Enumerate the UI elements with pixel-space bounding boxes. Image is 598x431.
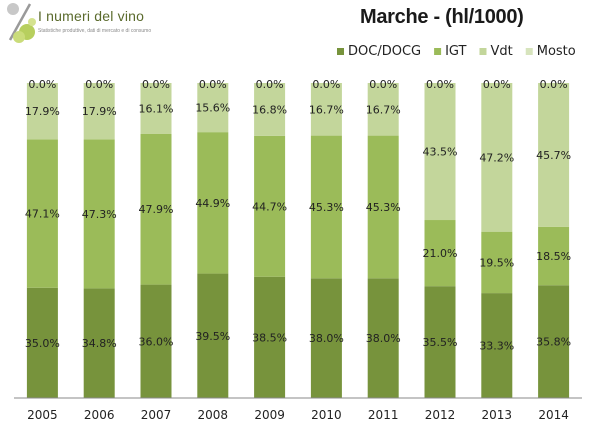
x-tick-label-2010: 2010 [311,408,342,422]
data-label-doc-docg-2008: 39.5% [195,330,230,343]
x-tick-label-2006: 2006 [84,408,115,422]
bar-segment-igt-2010 [310,135,342,279]
x-axis-ticks: 2005 2006 2007 2008 2009 2010 2011 2012 2013 2014 [27,408,569,422]
data-label-vdt-2010: 16.7% [309,103,344,116]
bar-segment-vdt-2010 [310,83,342,136]
data-label-mosto-2014: 0.0% [540,78,568,91]
data-label-mosto-2008: 0.0% [199,78,227,91]
bar-segment-vdt-2013 [481,83,513,232]
legend-label-vdt: Vdt [490,44,512,59]
legend-swatch-doc-docg [337,48,344,55]
data-label-doc-docg-2012: 35.5% [423,336,458,349]
x-tick-label-2012: 2012 [425,408,456,422]
data-label-igt-2012: 21.0% [423,247,458,260]
data-label-igt-2011: 45.3% [366,201,401,214]
legend: DOC/DOCG IGT Vdt Mosto [337,44,576,59]
logo: I numeri del vino Statistiche produttive… [4,0,204,48]
bars [26,83,570,398]
data-label-igt-2009: 44.7% [252,200,287,213]
data-label-vdt-2011: 16.7% [366,103,401,116]
bar-segment-vdt-2009 [254,83,286,136]
data-label-igt-2010: 45.3% [309,201,344,214]
bar-segment-vdt-2012 [424,83,456,221]
data-label-doc-docg-2007: 36.0% [139,335,174,348]
data-labels: 35.0% 47.1% 17.9% 0.0% 34.8% 47.3% 17.9% 0.0% 36… [25,78,571,353]
data-label-igt-2007: 47.9% [139,203,174,216]
bar-segment-vdt-2011 [367,83,399,136]
x-tick-label-2007: 2007 [141,408,172,422]
data-label-vdt-2008: 15.6% [195,102,230,115]
bar-segment-doc-docg-2006 [83,288,115,398]
data-label-igt-2006: 47.3% [82,208,117,221]
bar-segment-doc-docg-2011 [367,278,399,398]
data-label-mosto-2011: 0.0% [369,78,397,91]
bar-segment-vdt-2014 [538,83,570,227]
data-label-doc-docg-2014: 35.8% [536,336,571,349]
bar-segment-doc-docg-2010 [310,278,342,398]
data-label-vdt-2012: 43.5% [423,146,458,159]
legend-label-mosto: Mosto [537,44,576,59]
bar-segment-igt-2006 [83,139,115,289]
bar-segment-igt-2013 [481,231,513,294]
data-label-vdt-2005: 17.9% [25,105,60,118]
data-label-igt-2014: 18.5% [536,250,571,263]
data-label-doc-docg-2011: 38.0% [366,332,401,345]
legend-swatch-mosto [525,48,533,55]
data-label-mosto-2010: 0.0% [312,78,340,91]
bar-segment-vdt-2008 [197,83,229,133]
data-label-igt-2013: 19.5% [479,256,514,269]
legend-label-igt: IGT [445,44,466,59]
bar-segment-doc-docg-2009 [254,276,286,398]
data-label-mosto-2007: 0.0% [142,78,170,91]
bar-segment-igt-2014 [538,226,570,286]
legend-label-doc-docg: DOC/DOCG [348,44,421,59]
bar-segment-doc-docg-2012 [424,286,456,398]
data-label-vdt-2014: 45.7% [536,149,571,162]
data-label-doc-docg-2013: 33.3% [479,340,514,353]
chart-title: Marche - (hl/1000) [360,6,524,28]
data-label-vdt-2006: 17.9% [82,105,117,118]
bar-segment-igt-2008 [197,132,229,274]
data-label-doc-docg-2006: 34.8% [82,337,117,350]
data-label-vdt-2013: 47.2% [479,151,514,164]
bar-segment-igt-2012 [424,220,456,287]
data-label-igt-2008: 44.9% [195,197,230,210]
data-label-mosto-2012: 0.0% [426,78,454,91]
bar-segment-doc-docg-2014 [538,285,570,398]
data-label-vdt-2009: 16.8% [252,103,287,116]
x-tick-label-2014: 2014 [538,408,569,422]
data-label-doc-docg-2010: 38.0% [309,332,344,345]
bar-segment-doc-docg-2007 [140,284,172,398]
bar-segment-igt-2009 [254,135,286,277]
x-tick-label-2009: 2009 [254,408,285,422]
bar-segment-doc-docg-2013 [481,293,513,398]
data-label-mosto-2009: 0.0% [256,78,284,91]
data-label-mosto-2005: 0.0% [28,78,56,91]
data-label-doc-docg-2005: 35.0% [25,337,60,350]
grapes-percent-icon [7,3,36,43]
x-tick-label-2013: 2013 [482,408,513,422]
bar-segment-igt-2005 [26,139,58,288]
x-tick-label-2011: 2011 [368,408,399,422]
data-label-doc-docg-2009: 38.5% [252,331,287,344]
bar-segment-vdt-2007 [140,83,172,134]
logo-title: I numeri del vino [38,8,145,24]
legend-swatch-igt [434,48,442,55]
bar-segment-vdt-2005 [26,83,58,140]
bar-segment-igt-2011 [367,135,399,279]
logo-subtitle: Statistiche produttive, dati di mercato … [38,28,152,34]
data-label-mosto-2006: 0.0% [85,78,113,91]
bar-segment-doc-docg-2008 [197,273,229,398]
legend-swatch-vdt [479,48,487,55]
bar-segment-vdt-2006 [83,83,115,140]
data-label-vdt-2007: 16.1% [139,102,174,115]
x-tick-label-2008: 2008 [198,408,229,422]
data-label-mosto-2013: 0.0% [483,78,511,91]
data-label-igt-2005: 47.1% [25,208,60,221]
bar-segment-igt-2007 [140,133,172,285]
bar-segment-doc-docg-2005 [26,287,58,398]
x-tick-label-2005: 2005 [27,408,58,422]
